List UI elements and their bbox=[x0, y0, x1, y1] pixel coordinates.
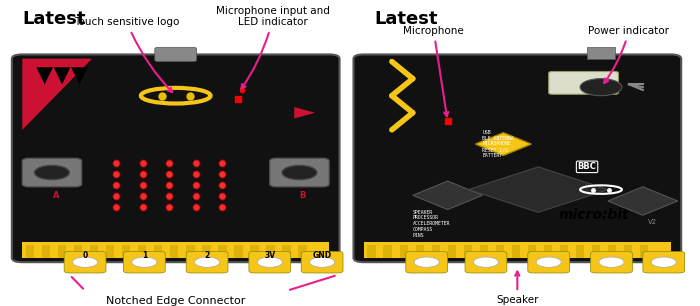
Circle shape bbox=[73, 257, 97, 267]
FancyBboxPatch shape bbox=[12, 54, 339, 262]
Polygon shape bbox=[413, 181, 482, 210]
Bar bbox=[298, 245, 307, 258]
Circle shape bbox=[414, 257, 439, 267]
Bar bbox=[186, 245, 195, 258]
Bar bbox=[544, 245, 552, 258]
Text: Latest: Latest bbox=[22, 10, 86, 28]
Text: Latest: Latest bbox=[374, 10, 438, 28]
Bar bbox=[512, 245, 520, 258]
Bar bbox=[608, 245, 616, 258]
Circle shape bbox=[282, 166, 317, 180]
FancyBboxPatch shape bbox=[549, 72, 618, 94]
Bar bbox=[90, 245, 98, 258]
Circle shape bbox=[599, 257, 624, 267]
Bar bbox=[282, 245, 290, 258]
Bar bbox=[463, 245, 472, 258]
Text: SPEAKER
PROCESSOR
ACCELEROMETER
COMPASS
PINS: SPEAKER PROCESSOR ACCELEROMETER COMPASS … bbox=[413, 210, 450, 238]
Text: 3V: 3V bbox=[265, 251, 275, 259]
Bar bbox=[266, 245, 274, 258]
Text: 2: 2 bbox=[204, 251, 210, 259]
Bar bbox=[138, 245, 146, 258]
Bar bbox=[234, 245, 243, 258]
Polygon shape bbox=[475, 133, 531, 155]
FancyBboxPatch shape bbox=[64, 251, 106, 273]
Bar bbox=[368, 245, 376, 258]
Circle shape bbox=[195, 257, 220, 267]
Text: GND: GND bbox=[312, 251, 332, 259]
FancyBboxPatch shape bbox=[465, 251, 507, 273]
FancyBboxPatch shape bbox=[22, 158, 82, 187]
Text: A: A bbox=[52, 191, 59, 200]
Bar bbox=[74, 245, 83, 258]
Polygon shape bbox=[71, 67, 88, 84]
Bar bbox=[218, 245, 227, 258]
Polygon shape bbox=[22, 59, 92, 130]
Circle shape bbox=[34, 166, 69, 180]
Text: V2: V2 bbox=[648, 219, 657, 225]
Text: Microphone input and
LED indicator: Microphone input and LED indicator bbox=[216, 6, 330, 89]
Bar bbox=[364, 242, 671, 258]
Circle shape bbox=[132, 257, 157, 267]
Bar bbox=[42, 245, 50, 258]
Polygon shape bbox=[468, 167, 608, 212]
Polygon shape bbox=[608, 187, 678, 215]
Polygon shape bbox=[36, 67, 53, 84]
Text: Notched Edge Connector: Notched Edge Connector bbox=[106, 296, 246, 306]
Bar bbox=[106, 245, 114, 258]
Bar bbox=[576, 245, 584, 258]
Bar bbox=[592, 245, 601, 258]
Bar bbox=[480, 245, 488, 258]
FancyBboxPatch shape bbox=[186, 251, 228, 273]
Bar bbox=[251, 245, 259, 258]
Text: Speaker: Speaker bbox=[496, 271, 538, 305]
Bar bbox=[528, 245, 536, 258]
FancyBboxPatch shape bbox=[249, 251, 290, 273]
Text: 1: 1 bbox=[141, 251, 147, 259]
Bar bbox=[202, 245, 211, 258]
Text: Power indicator: Power indicator bbox=[589, 26, 669, 83]
Text: USB
BLE ANTENNA
MICROPHONE
RESET I/O
BATTERY: USB BLE ANTENNA MICROPHONE RESET I/O BAT… bbox=[482, 130, 514, 158]
Polygon shape bbox=[510, 170, 580, 198]
Bar bbox=[587, 47, 615, 59]
Bar bbox=[154, 245, 162, 258]
Bar bbox=[58, 245, 66, 258]
FancyBboxPatch shape bbox=[528, 251, 570, 273]
Bar bbox=[624, 245, 632, 258]
Bar bbox=[496, 245, 504, 258]
FancyBboxPatch shape bbox=[406, 251, 447, 273]
FancyBboxPatch shape bbox=[643, 251, 685, 273]
Text: 0: 0 bbox=[83, 251, 88, 259]
Text: BBC: BBC bbox=[578, 162, 596, 171]
FancyBboxPatch shape bbox=[301, 251, 343, 273]
Text: Touch sensitive logo: Touch sensitive logo bbox=[74, 17, 180, 92]
FancyBboxPatch shape bbox=[591, 251, 632, 273]
FancyBboxPatch shape bbox=[354, 54, 681, 262]
Text: micro:bit: micro:bit bbox=[559, 208, 629, 222]
Bar bbox=[447, 245, 456, 258]
Circle shape bbox=[651, 257, 676, 267]
Bar bbox=[22, 242, 329, 258]
Bar bbox=[170, 245, 178, 258]
Text: B: B bbox=[300, 191, 306, 200]
Polygon shape bbox=[294, 107, 315, 118]
Bar bbox=[400, 245, 408, 258]
Bar bbox=[384, 245, 392, 258]
FancyBboxPatch shape bbox=[155, 47, 197, 62]
Circle shape bbox=[309, 257, 335, 267]
Text: Microphone: Microphone bbox=[403, 26, 464, 116]
FancyBboxPatch shape bbox=[123, 251, 165, 273]
Bar bbox=[640, 245, 648, 258]
Circle shape bbox=[536, 257, 561, 267]
Bar bbox=[26, 245, 34, 258]
Circle shape bbox=[580, 79, 622, 96]
Polygon shape bbox=[54, 67, 71, 84]
Bar bbox=[432, 245, 440, 258]
Bar bbox=[560, 245, 568, 258]
Bar bbox=[122, 245, 130, 258]
Circle shape bbox=[258, 257, 282, 267]
Circle shape bbox=[473, 257, 498, 267]
Bar bbox=[416, 245, 424, 258]
FancyBboxPatch shape bbox=[270, 158, 329, 187]
